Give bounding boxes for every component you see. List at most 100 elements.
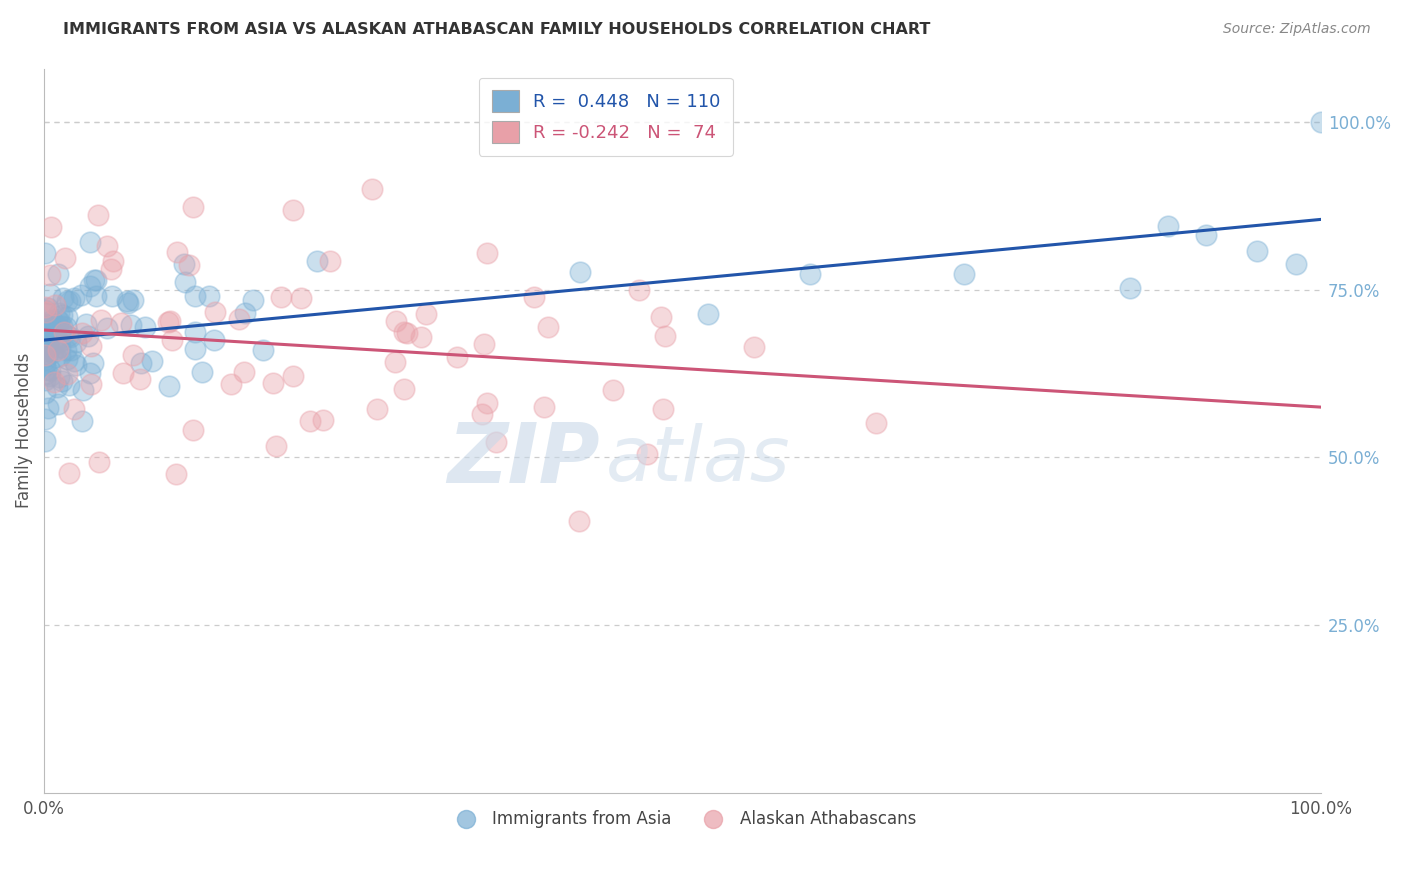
Point <box>602 383 624 397</box>
Point <box>46 343 69 358</box>
Point <box>44 376 66 390</box>
Point <box>117 296 139 310</box>
Point <box>233 306 256 320</box>
Text: atlas: atlas <box>606 423 790 497</box>
Point <box>39 363 62 377</box>
Point <box>34 359 56 373</box>
Point <box>446 350 468 364</box>
Point <box>70 288 93 302</box>
Point <box>46 268 69 282</box>
Point <box>141 354 163 368</box>
Point <box>56 328 79 343</box>
Point <box>70 413 93 427</box>
Point <box>34 318 56 333</box>
Point <box>742 340 765 354</box>
Point <box>48 306 70 320</box>
Point <box>173 257 195 271</box>
Point <box>49 340 72 354</box>
Point <box>35 318 58 333</box>
Point <box>48 369 70 384</box>
Point <box>156 315 179 329</box>
Point <box>49 349 72 363</box>
Point <box>157 379 180 393</box>
Point <box>181 423 204 437</box>
Point <box>55 319 77 334</box>
Point <box>65 358 87 372</box>
Point <box>101 254 124 268</box>
Text: IMMIGRANTS FROM ASIA VS ALASKAN ATHABASCAN FAMILY HOUSEHOLDS CORRELATION CHART: IMMIGRANTS FROM ASIA VS ALASKAN ATHABASC… <box>63 22 931 37</box>
Point <box>184 343 207 357</box>
Point <box>384 355 406 369</box>
Point <box>650 310 672 325</box>
Point <box>55 343 77 357</box>
Point <box>42 319 65 334</box>
Point <box>1284 257 1306 271</box>
Point <box>697 307 720 321</box>
Point <box>59 294 82 309</box>
Point <box>270 290 292 304</box>
Point <box>232 365 254 379</box>
Point <box>51 308 73 322</box>
Point <box>53 325 76 339</box>
Point <box>63 401 86 416</box>
Point <box>122 293 145 307</box>
Point <box>90 312 112 326</box>
Point <box>38 341 60 355</box>
Point <box>59 329 82 343</box>
Point <box>34 434 56 449</box>
Point <box>56 293 79 308</box>
Point <box>34 246 56 260</box>
Point <box>58 378 80 392</box>
Point <box>228 311 250 326</box>
Text: ZIP: ZIP <box>447 419 599 500</box>
Point <box>121 348 143 362</box>
Point <box>298 414 321 428</box>
Point <box>46 397 69 411</box>
Point <box>415 307 437 321</box>
Point <box>63 291 86 305</box>
Point <box>1246 244 1268 259</box>
Point <box>79 366 101 380</box>
Point <box>96 239 118 253</box>
Point <box>569 265 592 279</box>
Point <box>34 342 56 356</box>
Point <box>264 438 287 452</box>
Point <box>80 377 103 392</box>
Point <box>475 396 498 410</box>
Point <box>37 401 59 415</box>
Point <box>396 326 419 340</box>
Point <box>242 293 264 307</box>
Point <box>628 283 651 297</box>
Point <box>41 219 63 234</box>
Point <box>160 333 183 347</box>
Point <box>1118 281 1140 295</box>
Point <box>477 246 499 260</box>
Point <box>471 407 494 421</box>
Point <box>191 365 214 379</box>
Point <box>65 334 87 349</box>
Point <box>45 380 67 394</box>
Point <box>34 368 56 382</box>
Point <box>34 302 56 317</box>
Point <box>166 244 188 259</box>
Point <box>38 287 60 301</box>
Point <box>202 333 225 347</box>
Point <box>60 343 83 358</box>
Point <box>204 305 226 319</box>
Point <box>34 386 56 401</box>
Point <box>58 466 80 480</box>
Point <box>366 401 388 416</box>
Point <box>72 384 94 398</box>
Point <box>84 273 107 287</box>
Point <box>51 323 73 337</box>
Text: Source: ZipAtlas.com: Source: ZipAtlas.com <box>1223 22 1371 37</box>
Point <box>1157 219 1180 234</box>
Point <box>533 400 555 414</box>
Point <box>411 330 433 344</box>
Point <box>34 335 56 350</box>
Point <box>394 382 416 396</box>
Point <box>35 349 58 363</box>
Point <box>96 320 118 334</box>
Point <box>84 289 107 303</box>
Point <box>652 402 675 417</box>
